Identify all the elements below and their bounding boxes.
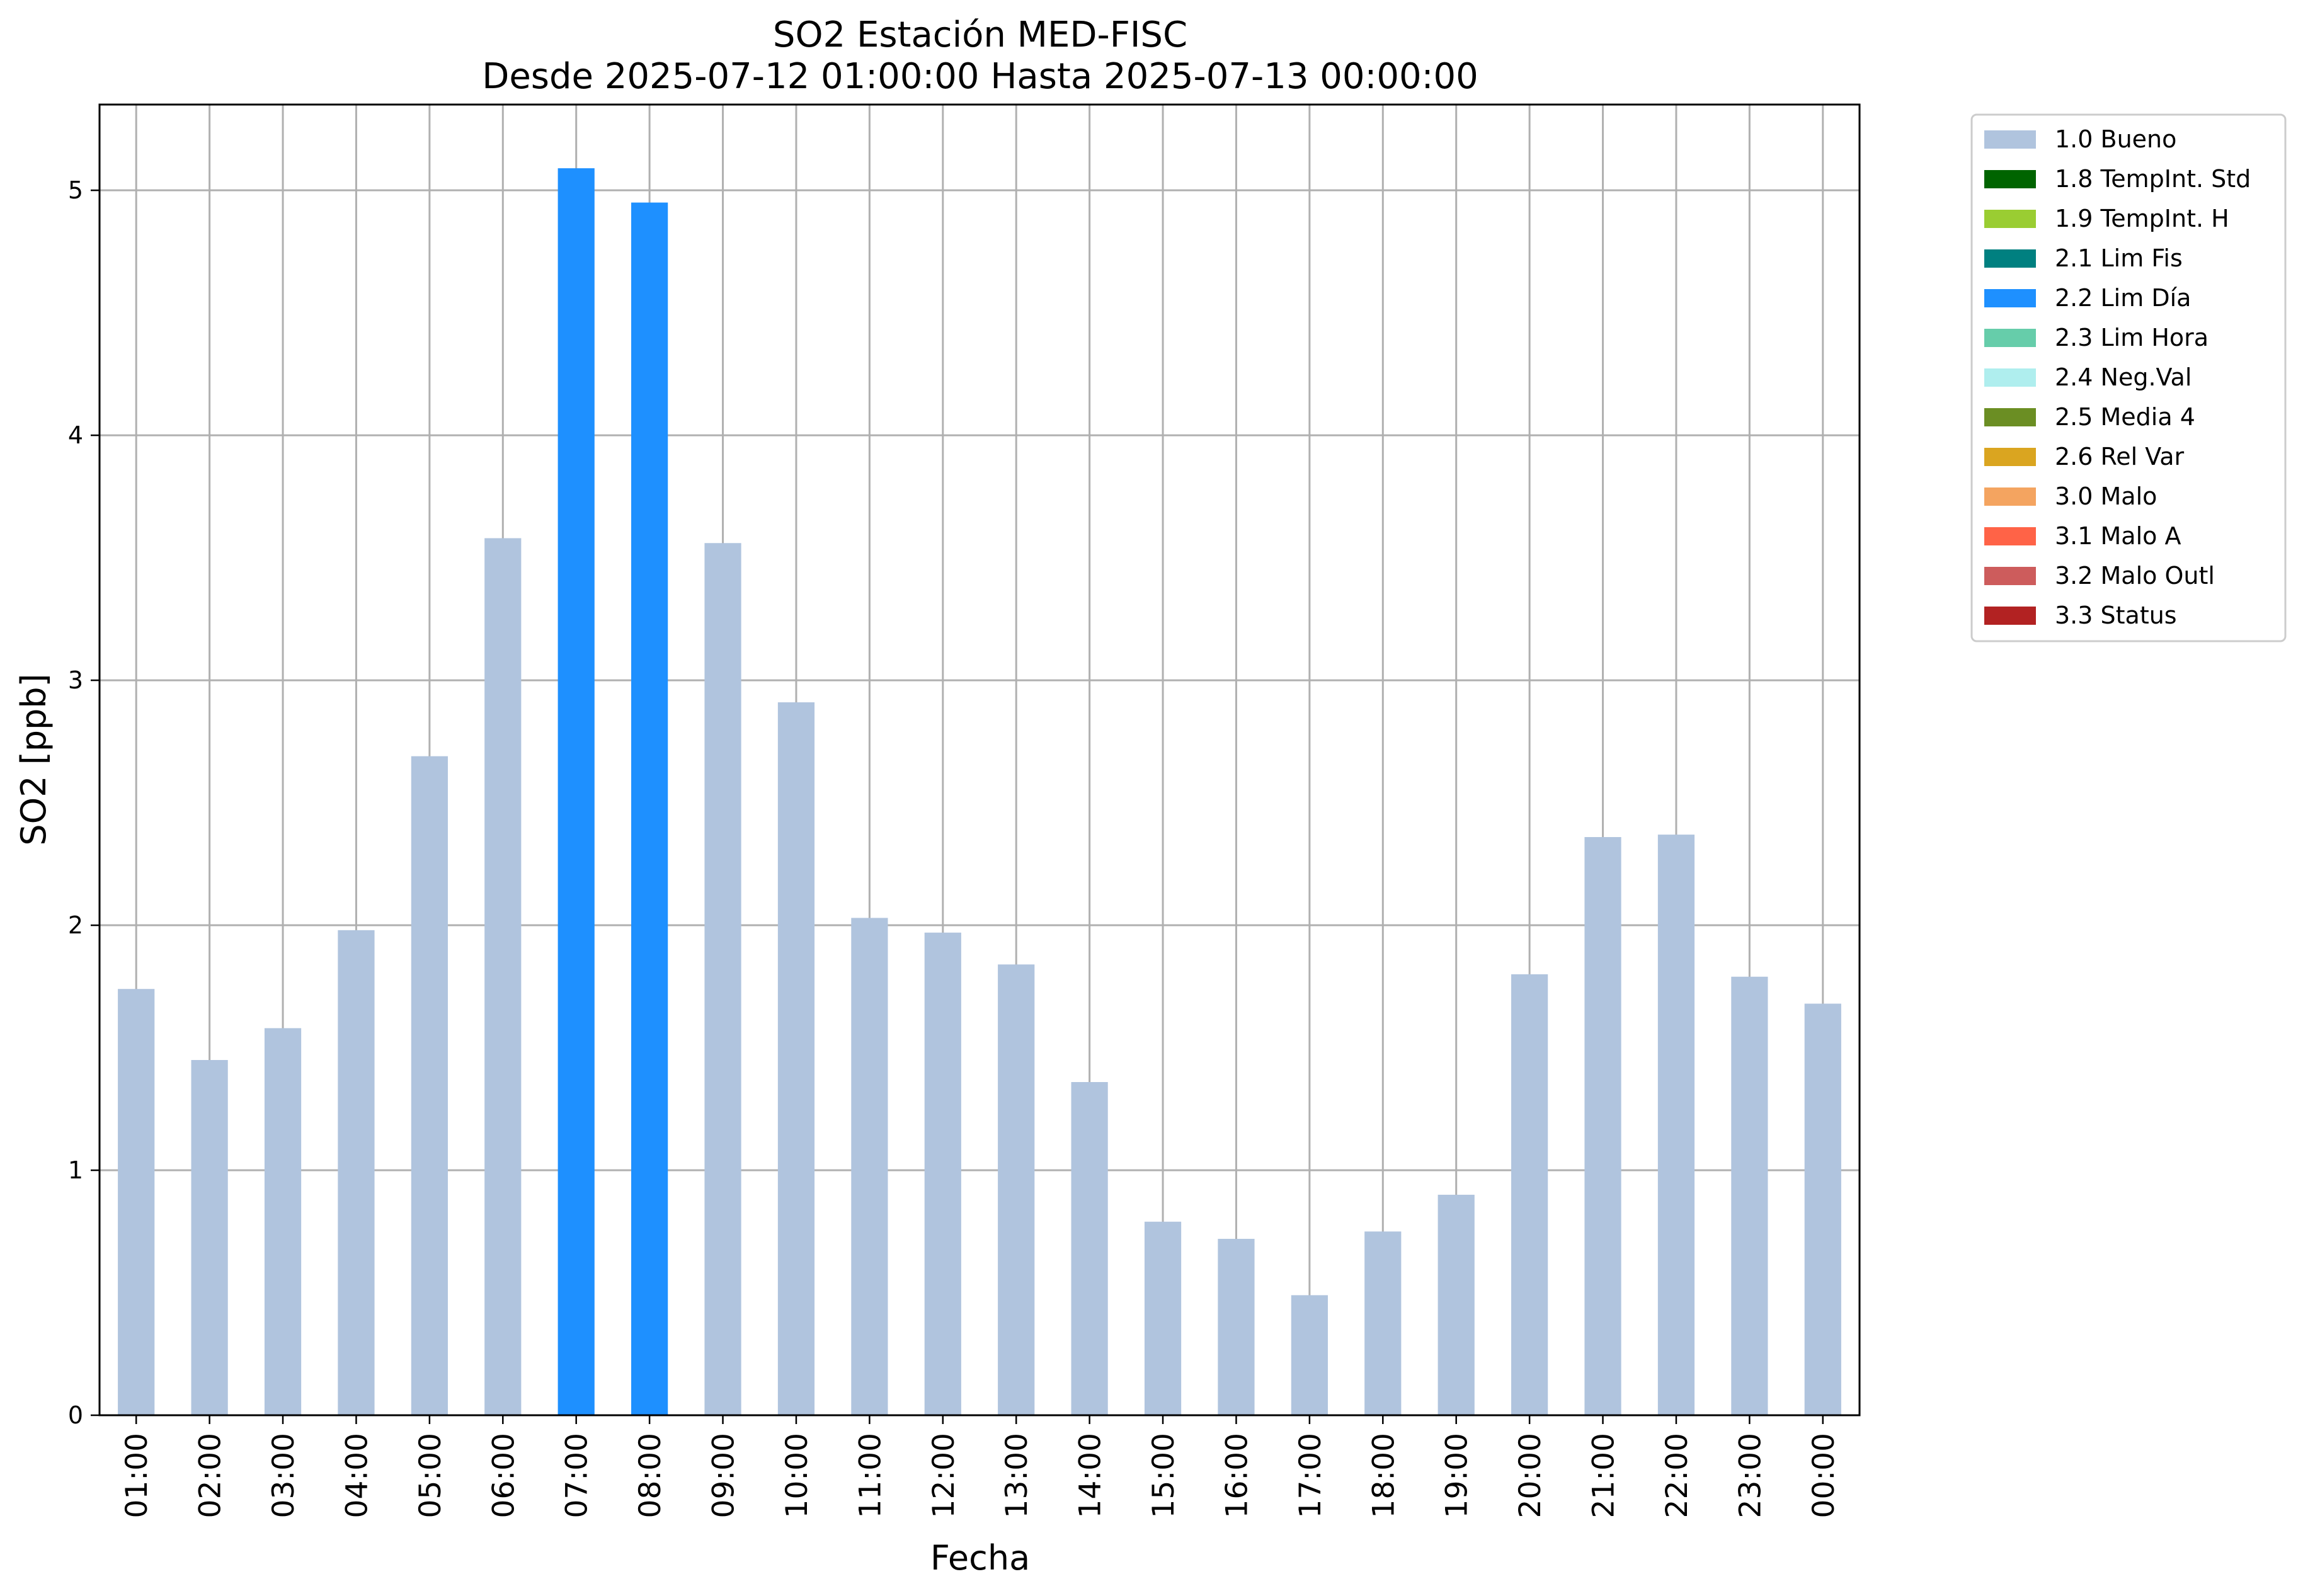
bar-0400	[338, 930, 375, 1415]
x-tick-label: 12:00	[927, 1433, 961, 1518]
bar-0000	[1804, 1003, 1841, 1415]
legend-swatch	[1984, 448, 2036, 466]
x-tick-label: 16:00	[1220, 1433, 1254, 1518]
legend-label: 1.0 Bueno	[2055, 125, 2176, 153]
x-tick-label: 07:00	[560, 1433, 595, 1518]
x-tick-label: 19:00	[1440, 1433, 1475, 1518]
bar-0500	[411, 756, 448, 1415]
legend-label: 2.4 Neg.Val	[2055, 363, 2192, 391]
legend-swatch	[1984, 368, 2036, 387]
y-axis-ticks: 0 1 2 3 4 5	[68, 176, 100, 1429]
legend-swatch	[1984, 130, 2036, 149]
x-tick-label: 05:00	[413, 1433, 448, 1518]
x-tick-label: 08:00	[633, 1433, 668, 1518]
y-tick-label: 4	[68, 421, 83, 449]
legend-label: 1.8 TempInt. Std	[2055, 165, 2251, 193]
legend-swatch	[1984, 289, 2036, 307]
legend-swatch	[1984, 210, 2036, 228]
legend-swatch	[1984, 567, 2036, 585]
legend-label: 2.6 Rel Var	[2055, 443, 2185, 470]
x-tick-label: 21:00	[1587, 1433, 1621, 1518]
legend-label: 2.1 Lim Fis	[2055, 244, 2183, 272]
legend-swatch	[1984, 527, 2036, 545]
x-tick-label: 00:00	[1807, 1433, 1841, 1518]
x-tick-label: 02:00	[193, 1433, 228, 1518]
plot-frame	[98, 103, 1861, 1416]
x-tick-label: 23:00	[1733, 1433, 1768, 1518]
x-tick-label: 03:00	[266, 1433, 301, 1518]
bar-0200	[191, 1059, 228, 1415]
bar-2000	[1511, 974, 1548, 1415]
legend-label: 3.1 Malo A	[2055, 522, 2181, 550]
legend: 1.0 Bueno 1.8 TempInt. Std 1.9 TempInt. H 2…	[1970, 113, 2287, 642]
chart-title-line1: SO2 Estación MED-FISC	[773, 14, 1187, 55]
legend-frame	[1970, 113, 2287, 642]
legend-swatch	[1984, 487, 2036, 506]
x-tick-label: 22:00	[1660, 1433, 1694, 1518]
bar-1700	[1291, 1295, 1328, 1415]
x-tick-label: 17:00	[1293, 1433, 1328, 1518]
bar-0800	[631, 202, 668, 1416]
bar-1300	[998, 964, 1035, 1415]
y-tick-label: 2	[68, 911, 83, 939]
bar-1800	[1364, 1231, 1402, 1415]
legend-label: 3.0 Malo	[2055, 482, 2157, 510]
x-tick-label: 13:00	[1000, 1433, 1034, 1518]
legend-label: 1.9 TempInt. H	[2055, 205, 2229, 232]
x-tick-label: 01:00	[120, 1433, 154, 1518]
x-axis-label: Fecha	[930, 1538, 1030, 1578]
legend-swatch	[1984, 170, 2036, 188]
bars	[118, 168, 1841, 1416]
bar-1100	[851, 918, 888, 1415]
x-tick-label: 20:00	[1513, 1433, 1548, 1518]
bar-0100	[118, 989, 155, 1415]
legend-label: 3.3 Status	[2055, 601, 2177, 629]
legend-label: 2.5 Media 4	[2055, 403, 2195, 431]
bar-0600	[484, 538, 522, 1415]
x-tick-label: 10:00	[780, 1433, 814, 1518]
x-tick-label: 18:00	[1366, 1433, 1401, 1518]
bar-2100	[1584, 837, 1621, 1415]
legend-swatch	[1984, 329, 2036, 347]
y-tick-label: 3	[68, 666, 83, 694]
bar-0300	[264, 1028, 302, 1415]
bar-0900	[704, 543, 741, 1416]
bar-2300	[1731, 976, 1768, 1415]
legend-label: 2.3 Lim Hora	[2055, 324, 2209, 351]
y-tick-label: 0	[68, 1401, 83, 1429]
x-axis-ticks: 01:00 02:00 03:00 04:00 05:00 06:00 07:00 08:00…	[120, 1415, 1841, 1518]
bar-1400	[1071, 1081, 1108, 1415]
x-tick-label: 06:00	[486, 1433, 521, 1518]
bar-1600	[1218, 1238, 1255, 1415]
bar-0700	[557, 168, 595, 1416]
bar-1200	[924, 932, 961, 1415]
x-tick-label: 04:00	[340, 1433, 374, 1518]
y-tick-label: 5	[68, 176, 83, 204]
bar-1500	[1144, 1221, 1182, 1415]
x-tick-label: 09:00	[707, 1433, 741, 1518]
x-tick-label: 14:00	[1073, 1433, 1108, 1518]
x-tick-label: 15:00	[1146, 1433, 1181, 1518]
bar-2200	[1657, 835, 1695, 1415]
bar-1000	[777, 702, 815, 1415]
x-tick-label: 11:00	[853, 1433, 888, 1518]
legend-label: 3.2 Malo Outl	[2055, 562, 2215, 590]
chart-title-line2: Desde 2025-07-12 01:00:00 Hasta 2025-07-…	[482, 56, 1478, 97]
y-axis-label: SO2 [ppb]	[14, 673, 54, 845]
legend-label: 2.2 Lim Día	[2055, 284, 2191, 312]
y-tick-label: 1	[68, 1156, 83, 1184]
legend-swatch	[1984, 607, 2036, 625]
bar-1900	[1437, 1194, 1475, 1415]
legend-swatch	[1984, 249, 2036, 268]
legend-swatch	[1984, 408, 2036, 426]
